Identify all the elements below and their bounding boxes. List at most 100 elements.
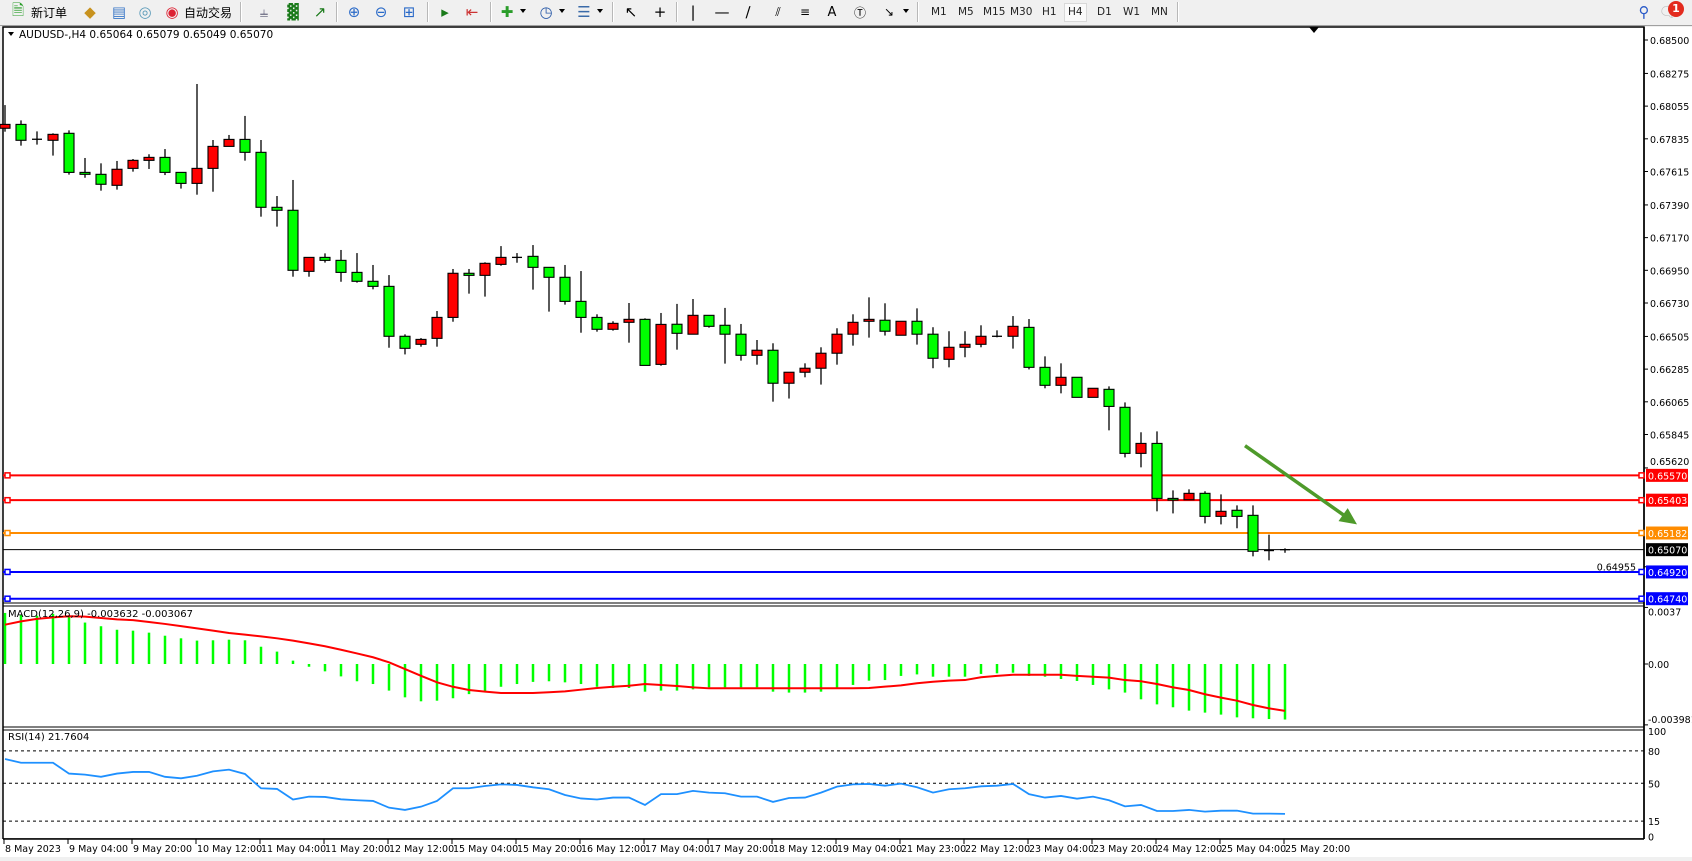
- notification-badge[interactable]: 1: [1668, 1, 1684, 17]
- timeframe-m5[interactable]: M5: [958, 6, 974, 18]
- candle-body: [191, 167, 203, 184]
- candle: [1119, 402, 1131, 458]
- candle: [111, 160, 123, 190]
- candle-body: [287, 209, 299, 271]
- candle-body: [527, 255, 539, 268]
- auto-trading-icon[interactable]: ◉: [165, 3, 179, 21]
- zoom-out-icon[interactable]: ⊖: [374, 3, 388, 21]
- candle-body: [1039, 366, 1051, 386]
- candle-body: [207, 145, 219, 169]
- candle-body: [63, 132, 75, 173]
- indicators-dropdown-icon[interactable]: [520, 9, 526, 13]
- rsi-label: RSI(14) 21.7604: [8, 732, 89, 743]
- timeframe-m30[interactable]: M30: [1010, 6, 1033, 18]
- candle-body: [895, 320, 907, 336]
- text-icon[interactable]: A: [827, 4, 837, 20]
- templates-dropdown-icon[interactable]: [597, 9, 603, 13]
- timeframe-d1[interactable]: D1: [1097, 6, 1112, 18]
- navigator-icon[interactable]: ▤: [111, 3, 127, 21]
- new-order-icon[interactable]: 🗎: [11, 0, 25, 19]
- templates-icon[interactable]: ☰: [577, 3, 591, 21]
- fibonacci-icon[interactable]: ≡: [799, 5, 811, 19]
- chart-menu-icon[interactable]: [8, 32, 14, 36]
- candle: [1167, 490, 1179, 514]
- arrow-head-icon: [1338, 508, 1357, 525]
- timeframe-h1[interactable]: H1: [1042, 6, 1057, 18]
- price-axis-label: 0.67835: [1650, 135, 1689, 146]
- candle-body: [319, 256, 331, 261]
- arrows-icon[interactable]: ↘: [883, 5, 895, 19]
- line-handle: [1638, 529, 1645, 537]
- candle-body: [639, 318, 651, 366]
- candle: [719, 307, 731, 364]
- bar-chart-icon[interactable]: ⫨: [259, 3, 269, 21]
- macd-axis-label: 0.00: [1648, 660, 1669, 671]
- candle: [1071, 376, 1083, 398]
- candle: [863, 297, 875, 338]
- timeframe-m1[interactable]: M1: [931, 6, 947, 18]
- macd-label: MACD(12,26,9) -0.003632 -0.003067: [8, 609, 193, 620]
- zoom-in-icon[interactable]: ⊕: [347, 3, 361, 21]
- time-axis-label: 8 May 2023: [5, 844, 61, 855]
- candle: [175, 171, 187, 189]
- candle: [911, 308, 923, 345]
- candle: [815, 347, 827, 385]
- line-handle: [1638, 496, 1645, 504]
- timeframe-w1[interactable]: W1: [1123, 6, 1141, 18]
- candle-body: [815, 352, 827, 369]
- time-axis-label: 25 May 20:00: [1285, 844, 1350, 855]
- candles: [0, 83, 1290, 561]
- current-price-label-bg: [1646, 543, 1688, 557]
- tile-windows-icon[interactable]: ⊞: [402, 3, 416, 21]
- new-order-button[interactable]: 新订单: [31, 5, 68, 20]
- candle: [319, 253, 331, 263]
- search-icon[interactable]: ⚲: [1638, 3, 1650, 21]
- indicators-icon[interactable]: ✚: [500, 3, 514, 21]
- candle: [223, 134, 235, 147]
- candle: [927, 327, 939, 369]
- candle-body: [623, 318, 635, 323]
- periods-dropdown-icon[interactable]: [559, 9, 565, 13]
- timeframe-mn[interactable]: MN: [1151, 6, 1168, 18]
- signals-icon[interactable]: ◎: [138, 3, 152, 21]
- candle: [63, 130, 75, 175]
- cursor-icon[interactable]: ↖: [624, 3, 638, 21]
- arrows-dropdown-icon[interactable]: [903, 9, 909, 13]
- timeframe-m15[interactable]: M15: [983, 6, 1006, 18]
- chart-shift-marker-icon[interactable]: [1309, 27, 1319, 33]
- candle: [351, 253, 363, 283]
- candle-body: [1231, 509, 1243, 517]
- trend-arrow[interactable]: [1243, 444, 1357, 525]
- text-label-icon[interactable]: Ⓣ: [853, 5, 866, 20]
- candle: [543, 266, 555, 312]
- candle: [79, 157, 91, 178]
- candle-body: [1007, 325, 1019, 337]
- horizontal-line-icon[interactable]: —: [714, 3, 730, 21]
- candle: [895, 320, 907, 336]
- timeframe-h4[interactable]: H4: [1064, 3, 1087, 22]
- auto-trading-button[interactable]: 自动交易: [184, 5, 233, 20]
- candle-body: [799, 367, 811, 373]
- line-chart-icon[interactable]: ↗: [313, 3, 327, 21]
- market-watch-icon[interactable]: ◆: [84, 3, 96, 21]
- candle-body: [575, 300, 587, 318]
- vertical-line-icon[interactable]: |: [690, 3, 696, 21]
- chart-window[interactable]: AUDUSD-,H4 0.65064 0.65079 0.65049 0.650…: [0, 26, 1692, 861]
- candle: [47, 133, 59, 156]
- candle: [143, 154, 155, 169]
- candle: [879, 303, 891, 336]
- periods-icon[interactable]: ◷: [539, 3, 553, 21]
- crosshair-icon[interactable]: +: [653, 3, 667, 21]
- candle-body: [655, 323, 667, 365]
- candle: [1264, 534, 1274, 561]
- autoscroll-icon[interactable]: ⇤: [465, 3, 479, 21]
- chart-shift-icon[interactable]: ▸: [441, 3, 449, 21]
- rsi-axis-label: 100: [1648, 727, 1666, 738]
- candle: [623, 303, 635, 343]
- equidistant-channel-icon[interactable]: ⫽: [775, 4, 781, 19]
- plot-area[interactable]: [2, 26, 1645, 840]
- candle-body: [783, 371, 795, 384]
- price-axis-label: 0.64955: [1597, 563, 1636, 574]
- trendline-icon[interactable]: ∕: [745, 3, 751, 21]
- candlestick-icon[interactable]: ▓: [287, 3, 299, 21]
